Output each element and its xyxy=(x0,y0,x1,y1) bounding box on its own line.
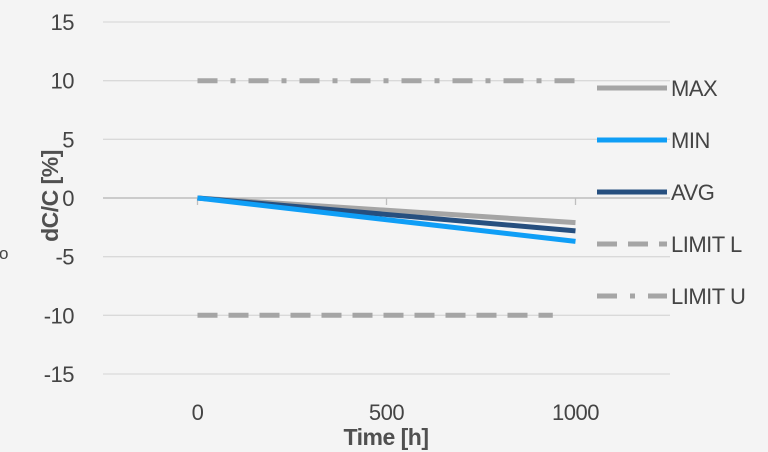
x-tick-label: 1000 xyxy=(552,400,599,425)
y-tick-label: -15 xyxy=(44,362,75,387)
legend-label-avg: AVG xyxy=(671,180,714,205)
legend-label-limit-l: LIMIT L xyxy=(671,232,742,257)
clipped-edge-fragment: o xyxy=(0,244,8,263)
legend: MAX MIN AVG LIMIT L LIMIT U xyxy=(597,76,746,309)
series-lines xyxy=(197,78,576,318)
x-tick-label: 500 xyxy=(369,400,404,425)
series-line-min xyxy=(197,195,576,244)
tick-labels: 15 10 5 0 -5 -10 -15 0 500 1000 xyxy=(44,10,600,425)
y-axis-title: dC/C [%] xyxy=(37,150,63,242)
y-tick-label: -5 xyxy=(55,245,74,270)
x-tick-label: 0 xyxy=(192,400,204,425)
y-tick-label: -10 xyxy=(44,303,75,328)
y-tick-label: 5 xyxy=(62,127,74,152)
axes xyxy=(103,197,670,205)
y-tick-label: 0 xyxy=(62,186,74,211)
legend-label-min: MIN xyxy=(671,128,710,153)
x-axis-title: Time [h] xyxy=(343,424,428,450)
y-tick-label: 15 xyxy=(51,10,75,35)
legend-label-max: MAX xyxy=(671,76,718,101)
legend-label-limit-u: LIMIT U xyxy=(671,284,745,309)
y-tick-label: 10 xyxy=(51,69,75,94)
